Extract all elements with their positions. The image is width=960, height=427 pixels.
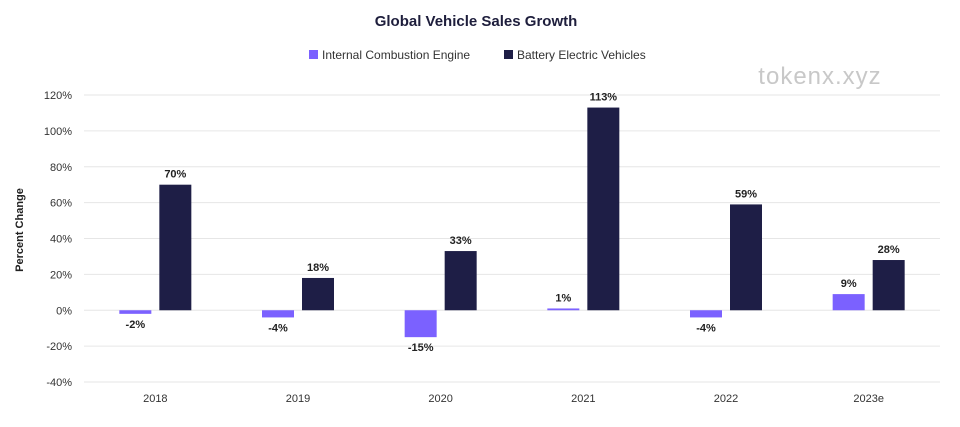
x-axis-ticks: 2018 2019 2020 2021 2022 2023e [143,393,884,405]
data-label-ice-2023e: 9% [841,278,857,290]
bar-ice-2021 [547,308,580,311]
y-tick-label: 120% [44,90,72,102]
x-tick-label: 2021 [571,393,595,405]
y-tick-label: 60% [50,198,72,210]
bar-bev-2023e [872,260,905,311]
bar-bev-2021 [587,107,620,311]
chart-title: Global Vehicle Sales Growth [375,13,578,30]
data-label-bev-2019: 18% [307,262,329,274]
data-label-bev-2021: 113% [590,92,618,104]
data-label-bev-2018: 70% [164,169,186,181]
watermark: tokenx.xyz [758,63,881,90]
legend-swatch-bev [504,50,513,59]
y-axis-ticks: -40% -20% 0% 20% 40% 60% 80% 100% 120% [44,90,72,389]
data-label-bev-2022: 59% [735,188,757,200]
data-label-ice-2022: -4% [696,322,716,334]
bar-bev-2022 [730,204,762,311]
y-tick-label: -20% [46,341,72,353]
legend-label-bev: Battery Electric Vehicles [517,48,646,62]
bars [119,107,905,338]
data-label-ice-2020: -15% [408,342,434,354]
y-tick-label: 40% [50,234,72,246]
gridlines [84,94,940,383]
x-tick-label: 2019 [286,393,310,405]
legend-swatch-ice [309,50,318,59]
data-label-ice-2019: -4% [268,322,288,334]
x-tick-label: 2022 [714,393,738,405]
legend-label-ice: Internal Combustion Engine [322,48,470,62]
bar-ice-2019 [262,310,294,318]
y-tick-label: 100% [44,126,72,138]
y-axis-label: Percent Change [14,188,26,272]
y-tick-label: 0% [56,305,72,317]
data-label-bev-2023e: 28% [878,244,900,256]
y-tick-label: -40% [46,377,72,389]
data-label-ice-2018: -2% [126,319,146,331]
data-label-bev-2020: 33% [450,235,472,247]
bar-bev-2019 [302,277,334,311]
x-tick-label: 2020 [428,393,452,405]
bar-ice-2020 [404,310,437,338]
x-tick-label: 2018 [143,393,167,405]
data-labels: -2% 70% -4% 18% -15% 33% 1% 113% -4% 59% 9% 28% [126,92,900,355]
y-tick-label: 80% [50,162,72,174]
bar-bev-2020 [444,251,477,311]
x-tick-label: 2023e [853,393,884,405]
bar-ice-2023e [832,294,865,311]
data-label-ice-2021: 1% [555,292,571,304]
bar-bev-2018 [159,184,192,311]
y-tick-label: 20% [50,269,72,281]
bar-ice-2018 [119,310,152,314]
legend: Internal Combustion Engine Battery Elect… [309,48,646,62]
bar-ice-2022 [690,310,722,318]
